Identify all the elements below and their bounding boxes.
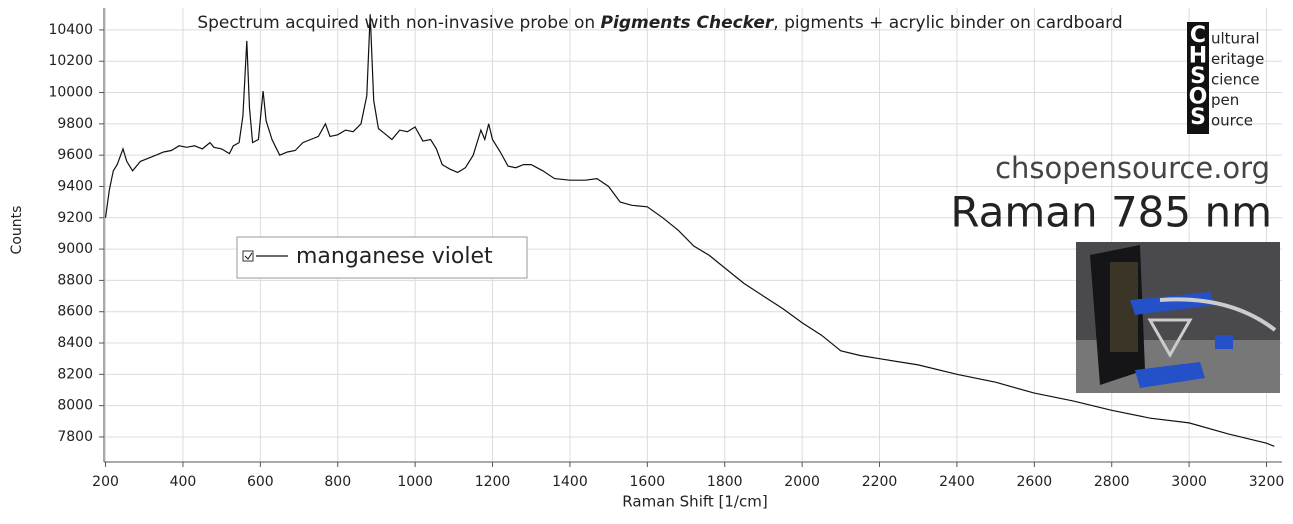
logo-letter: S <box>1190 64 1206 89</box>
x-tick-label: 2800 <box>1094 474 1130 490</box>
legend-checkbox[interactable] <box>242 250 254 262</box>
x-axis-label: Raman Shift [1/cm] <box>622 493 767 511</box>
x-tick-label: 1400 <box>552 474 588 490</box>
logo-word: ultural <box>1211 30 1260 48</box>
photo-stage <box>1130 292 1215 315</box>
logo-word: pen <box>1211 91 1239 109</box>
y-tick-label: 10400 <box>48 22 93 38</box>
legend: manganese violet <box>236 236 528 279</box>
y-tick-label: 9600 <box>57 147 93 163</box>
title-bold: Pigments Checker <box>601 13 775 33</box>
photo <box>1076 242 1280 393</box>
y-tick-label: 8200 <box>57 366 93 382</box>
title-text: , pigments + acrylic binder on cardboard <box>773 13 1122 33</box>
logo-word: eritage <box>1211 50 1264 68</box>
y-tick-label: 8600 <box>57 304 93 320</box>
check-mark <box>244 252 253 260</box>
y-tick-label: 9400 <box>57 178 93 194</box>
x-tick-label: 3200 <box>1249 474 1285 490</box>
logo-letter: O <box>1189 85 1208 110</box>
website: chsopensource.org <box>995 151 1270 185</box>
x-tick-label: 200 <box>92 474 119 490</box>
logo-letter: H <box>1189 44 1207 69</box>
title-text: Spectrum acquired with non-invasive prob… <box>197 13 600 33</box>
y-tick-label: 10000 <box>48 85 93 101</box>
x-tick-label: 2200 <box>862 474 898 490</box>
plot <box>104 14 1275 447</box>
y-tick-label: 8400 <box>57 335 93 351</box>
x-tick-label: 800 <box>324 474 351 490</box>
x-tick-label: 2400 <box>939 474 975 490</box>
chart-title: Spectrum acquired with non-invasive prob… <box>197 13 1122 33</box>
x-tick-label: 1600 <box>630 474 666 490</box>
x-tick-label: 600 <box>247 474 274 490</box>
photo-probe <box>1159 297 1277 332</box>
x-tick-label: 400 <box>170 474 197 490</box>
y-tick-label: 9000 <box>57 241 93 257</box>
logo-letter: C <box>1190 23 1206 48</box>
technique: Raman 785 nm <box>950 188 1272 237</box>
x-tick-label: 3000 <box>1171 474 1207 490</box>
logo-word: ource <box>1211 112 1253 130</box>
logo-letter: S <box>1190 105 1206 130</box>
photo-block <box>1215 335 1233 349</box>
y-tick-label: 8800 <box>57 272 93 288</box>
y-tick-label: 9800 <box>57 116 93 132</box>
x-tick-label: 1800 <box>707 474 743 490</box>
legend-label: manganese violet <box>296 244 493 269</box>
logo-word: cience <box>1211 71 1260 89</box>
logo-bar <box>1187 22 1209 134</box>
data-line <box>104 14 1275 447</box>
x-tick-label: 2600 <box>1017 474 1053 490</box>
y-tick-label: 10200 <box>48 53 93 69</box>
y-tick-label: 9200 <box>57 210 93 226</box>
y-tick-label: 8000 <box>57 398 93 414</box>
x-tick-label: 1200 <box>475 474 511 490</box>
legend-box <box>236 236 528 279</box>
y-tick-label: 7800 <box>57 429 93 445</box>
photo-base <box>1135 362 1205 388</box>
photo-jack <box>1147 318 1193 359</box>
y-axis-label: Counts <box>9 206 25 255</box>
x-tick-label: 1000 <box>397 474 433 490</box>
x-tick-label: 2000 <box>784 474 820 490</box>
